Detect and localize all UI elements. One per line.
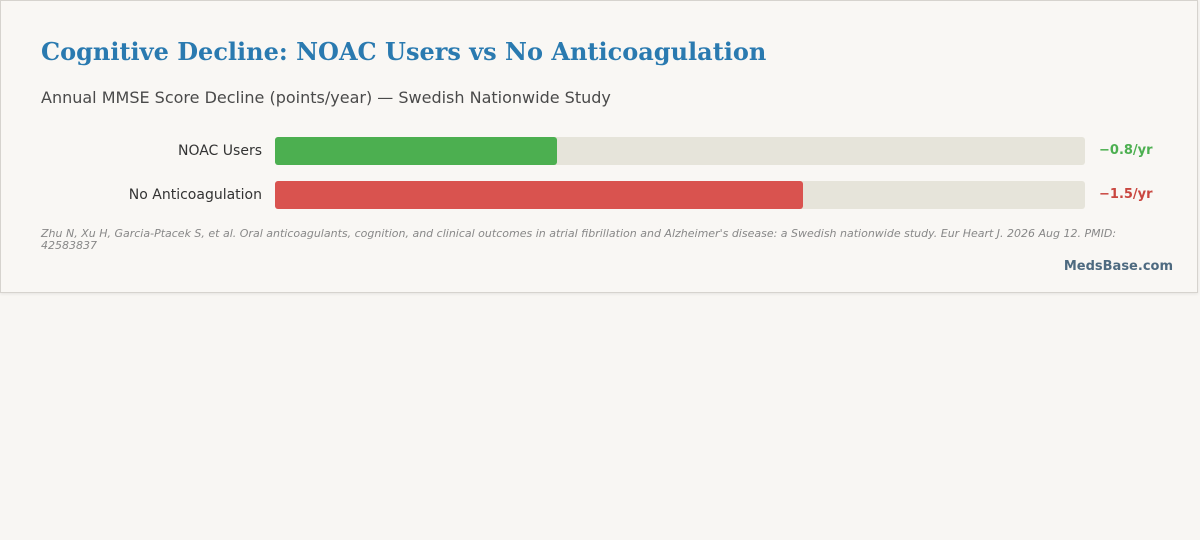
bar-track (275, 181, 1085, 209)
citation-text: Zhu N, Xu H, Garcia-Ptacek S, et al. Ora… (41, 227, 1117, 252)
bar-fill (275, 181, 803, 209)
category-label: NOAC Users (177, 143, 262, 159)
chart-title: Cognitive Decline: NOAC Users vs No Anti… (41, 37, 767, 66)
chart-card: Cognitive Decline: NOAC Users vs No Anti… (0, 0, 1198, 293)
chart-subtitle: Annual MMSE Score Decline (points/year) … (41, 88, 611, 107)
brand-label: MedsBase.com (1063, 259, 1173, 274)
category-label: No Anticoagulation (128, 187, 262, 203)
value-label: −0.8/yr (1099, 143, 1153, 158)
value-label: −1.5/yr (1099, 187, 1153, 202)
bar-row: No Anticoagulation −1.5/yr (1, 181, 1199, 209)
bar-fill (275, 137, 557, 165)
bar-row: NOAC Users −0.8/yr (1, 137, 1199, 165)
bar-track (275, 137, 1085, 165)
